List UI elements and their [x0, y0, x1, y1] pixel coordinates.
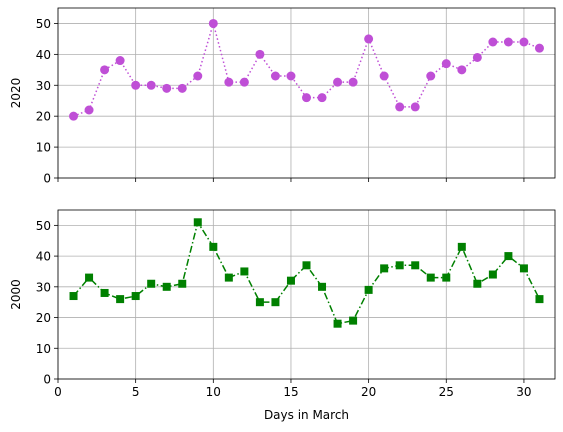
y-tick-label: 20	[36, 110, 51, 124]
axes-frame	[58, 8, 555, 178]
data-point	[193, 72, 202, 81]
data-point	[163, 283, 171, 291]
x-tick-label: 5	[132, 385, 140, 399]
y-tick-label: 10	[36, 141, 51, 155]
y-tick-label: 30	[36, 79, 51, 93]
y-tick-label: 10	[36, 342, 51, 356]
x-tick-label: 15	[283, 385, 298, 399]
subplot-1: 0 10 20 30 40 50 2020	[9, 8, 555, 186]
data-point	[473, 53, 482, 62]
data-point	[473, 280, 481, 288]
data-point	[132, 292, 140, 300]
data-point	[318, 93, 327, 102]
data-point	[131, 81, 140, 90]
y-tick-label: 50	[36, 219, 51, 233]
x-tick-label: 20	[361, 385, 376, 399]
data-point	[334, 320, 342, 328]
data-point	[442, 274, 450, 282]
data-point	[162, 84, 171, 93]
data-point	[318, 283, 326, 291]
data-point	[427, 274, 435, 282]
data-point	[224, 78, 233, 87]
y-axis-label: 2020	[9, 78, 23, 109]
data-point	[225, 274, 233, 282]
data-point	[458, 243, 466, 251]
data-point	[302, 93, 311, 102]
data-point	[535, 295, 543, 303]
y-tick-label: 40	[36, 250, 51, 264]
data-point	[147, 81, 156, 90]
series-line	[74, 222, 540, 323]
y-tick-label: 0	[43, 172, 51, 186]
data-point	[256, 298, 264, 306]
y-axis-label: 2000	[9, 279, 23, 310]
data-point	[101, 289, 109, 297]
data-point	[271, 298, 279, 306]
x-tick-label: 10	[206, 385, 221, 399]
data-point	[380, 264, 388, 272]
data-point	[303, 261, 311, 269]
data-point	[333, 78, 342, 87]
data-point	[271, 72, 280, 81]
x-axis-label: Days in March	[264, 408, 349, 422]
y-tick-label: 40	[36, 48, 51, 62]
data-point	[535, 44, 544, 53]
data-point	[85, 274, 93, 282]
data-point	[116, 295, 124, 303]
data-point	[178, 280, 186, 288]
data-point	[240, 78, 249, 87]
data-point	[349, 78, 358, 87]
data-point	[426, 72, 435, 81]
data-point	[411, 261, 419, 269]
data-point	[365, 286, 373, 294]
data-point	[85, 106, 94, 115]
data-point	[178, 84, 187, 93]
data-point	[349, 317, 357, 325]
data-point	[395, 102, 404, 111]
data-point	[255, 50, 264, 59]
data-point	[209, 19, 218, 28]
data-point	[411, 102, 420, 111]
series-line	[74, 23, 540, 116]
data-point	[116, 56, 125, 65]
x-tick-label: 30	[516, 385, 531, 399]
data-point	[519, 38, 528, 47]
subplot-2: 0 5 10 15 20 25 30 0 10 20 30 40 50 2000 Days in March	[9, 210, 555, 422]
data-point	[100, 65, 109, 74]
data-point	[380, 72, 389, 81]
data-point	[504, 252, 512, 260]
data-point	[209, 243, 217, 251]
y-tick-label: 50	[36, 17, 51, 31]
y-tick-label: 20	[36, 311, 51, 325]
data-point	[457, 65, 466, 74]
data-point	[442, 59, 451, 68]
data-point	[194, 218, 202, 226]
data-point	[488, 38, 497, 47]
data-point	[396, 261, 404, 269]
y-tick-label: 30	[36, 280, 51, 294]
data-point	[147, 280, 155, 288]
data-point	[520, 264, 528, 272]
data-point	[287, 277, 295, 285]
data-point	[504, 38, 513, 47]
x-tick-label: 0	[54, 385, 62, 399]
data-point	[489, 271, 497, 279]
y-tick-label: 0	[43, 373, 51, 387]
data-point	[286, 72, 295, 81]
data-point	[69, 112, 78, 121]
x-tick-label: 25	[439, 385, 454, 399]
data-point	[364, 34, 373, 43]
data-point	[70, 292, 78, 300]
data-point	[240, 267, 248, 275]
